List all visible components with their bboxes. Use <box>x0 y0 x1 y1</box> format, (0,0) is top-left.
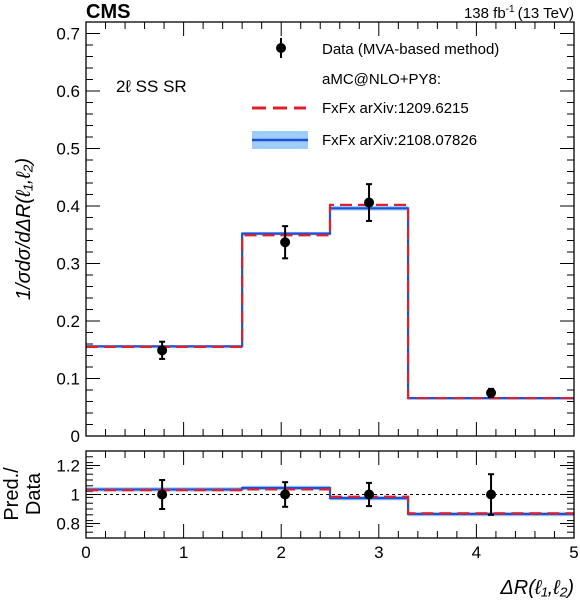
legend-fxfx-old-label: FxFx arXiv:1209.6215 <box>322 100 469 117</box>
ratio-xtick-label: 5 <box>569 543 578 562</box>
main-ytick-label: 0.4 <box>56 197 80 216</box>
ratio-xtick-label: 2 <box>276 543 285 562</box>
legend-data-label: Data (MVA-based method) <box>322 41 499 58</box>
ratio-y-axis-title-line1: Pred./ <box>1 467 23 521</box>
main-ticks: 0 0.1 0.2 0.3 0.4 0.5 0.6 0.7 <box>56 21 575 446</box>
legend: Data (MVA-based method) aMC@NLO+PY8: FxF… <box>252 38 499 149</box>
ratio-ytick-label: 1 <box>71 486 80 505</box>
ratio-ytick-label: 1.2 <box>56 457 80 476</box>
ratio-data-point <box>486 489 497 500</box>
ratio-ytick-label: 0.8 <box>56 515 80 534</box>
legend-data-marker <box>276 38 286 58</box>
cms-label: CMS <box>86 1 130 23</box>
main-ytick-label: 0.1 <box>56 370 80 389</box>
main-fxfx-new-line <box>86 207 574 400</box>
main-y-axis-title: 1/σdσ/dΔR(ℓ₁,ℓ₂) <box>13 158 35 300</box>
ratio-points-layer <box>157 473 497 516</box>
main-band-layer <box>86 206 574 400</box>
ratio-data-point <box>157 489 168 500</box>
lumi-exponent: -1 <box>506 4 515 15</box>
ratio-xtick-label: 0 <box>81 543 90 562</box>
ratio-ticks: 0.8 1 1.2 0 1 2 3 4 5 <box>56 450 579 562</box>
main-fxfx-old-line <box>86 203 574 400</box>
ratio-panel: 0.8 1 1.2 0 1 2 3 4 5 Pred./ Data ΔR(ℓ₁,ℓ₂) <box>1 450 579 599</box>
ratio-lines-layer <box>86 486 574 516</box>
ratio-frame <box>85 450 575 539</box>
main-lines-layer <box>86 203 574 400</box>
main-frame <box>85 21 575 437</box>
ratio-data-point <box>364 489 375 500</box>
lumi-energy: (13 TeV) <box>518 5 574 22</box>
main-data-point <box>364 197 375 208</box>
main-data-point <box>280 237 291 248</box>
main-ytick-label: 0.2 <box>56 312 80 331</box>
region-label: 2ℓ SS SR <box>116 77 187 96</box>
ratio-data-point <box>280 489 291 500</box>
ratio-y-axis-title-line2: Data <box>23 472 45 515</box>
ratio-xtick-label: 4 <box>472 543 481 562</box>
x-axis-title: ΔR(ℓ₁,ℓ₂) <box>499 577 574 599</box>
main-ytick-label: 0.5 <box>56 140 80 159</box>
ratio-xtick-label: 3 <box>374 543 383 562</box>
ratio-fxfx-old-line <box>86 488 574 515</box>
lumi-value: 138 fb <box>464 5 506 22</box>
main-ytick-label: 0.6 <box>56 82 80 101</box>
main-ytick-label: 0.3 <box>56 255 80 274</box>
legend-fxfx-new-label: FxFx arXiv:2108.07826 <box>322 132 477 149</box>
luminosity-label: 138 fb-1 (13 TeV) <box>464 4 574 22</box>
main-data-point <box>486 387 497 398</box>
main-ytick-label: 0 <box>71 427 80 446</box>
legend-header: aMC@NLO+PY8: <box>322 71 441 88</box>
ratio-xtick-label: 1 <box>179 543 188 562</box>
main-panel: 0 0.1 0.2 0.3 0.4 0.5 0.6 0.7 2ℓ SS SR Data (MV… <box>13 21 575 446</box>
main-points-layer <box>157 183 497 398</box>
main-ytick-label: 0.7 <box>56 25 80 44</box>
main-data-point <box>157 345 168 356</box>
